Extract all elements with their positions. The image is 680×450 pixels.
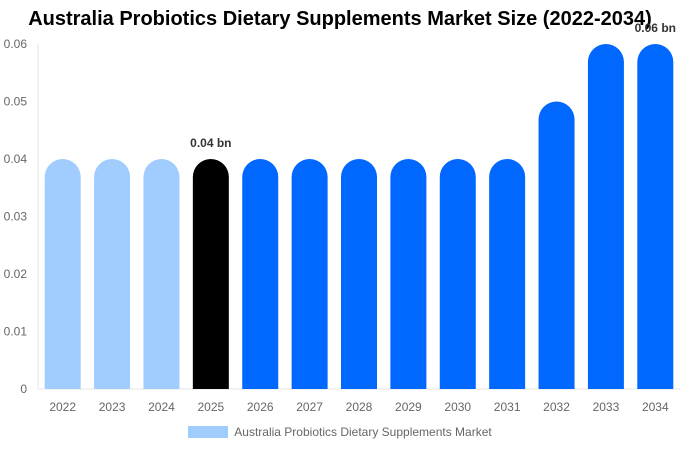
bar-2034[interactable] bbox=[637, 44, 674, 389]
x-tick-label: 2023 bbox=[99, 400, 126, 414]
y-tick-label: 0.04 bbox=[4, 152, 28, 166]
bar-2029[interactable] bbox=[390, 159, 427, 389]
y-tick-label: 0.03 bbox=[4, 210, 28, 224]
bar-2025[interactable] bbox=[192, 159, 229, 389]
bar-2033[interactable] bbox=[587, 44, 624, 389]
bar-2026[interactable] bbox=[242, 159, 279, 389]
x-tick-label: 2022 bbox=[49, 400, 76, 414]
legend-swatch bbox=[188, 426, 229, 438]
x-tick-label: 2030 bbox=[444, 400, 471, 414]
y-tick-label: 0.01 bbox=[4, 325, 28, 339]
y-tick-label: 0.06 bbox=[4, 37, 28, 51]
bar-2027[interactable] bbox=[291, 159, 328, 389]
bar-2022[interactable] bbox=[44, 159, 81, 389]
x-tick-label: 2029 bbox=[395, 400, 422, 414]
bar-2028[interactable] bbox=[341, 159, 377, 389]
y-axis: 0 0.01 0.02 0.03 0.04 0.05 0.06 bbox=[4, 37, 39, 396]
x-axis: 2022 2023 2024 2025 2026 2027 2028 2029 2030 2031… bbox=[38, 388, 680, 414]
x-tick-label: 2027 bbox=[296, 400, 323, 414]
bar-2031[interactable] bbox=[489, 158, 526, 389]
x-tick-label: 2034 bbox=[642, 400, 669, 414]
data-labels: 0.04 bn 0.06 bn bbox=[190, 21, 676, 150]
bar-2032[interactable] bbox=[538, 101, 575, 390]
data-label-2034: 0.06 bn bbox=[635, 21, 676, 35]
bar-2024[interactable] bbox=[143, 159, 180, 389]
bars bbox=[44, 44, 674, 390]
x-tick-label: 2033 bbox=[593, 400, 620, 414]
y-tick-label: 0.02 bbox=[4, 267, 28, 281]
bar-2023[interactable] bbox=[94, 159, 131, 389]
data-label-2025: 0.04 bn bbox=[190, 136, 231, 150]
x-tick-label: 2028 bbox=[346, 400, 373, 414]
bar-2030[interactable] bbox=[439, 159, 476, 389]
x-tick-label: 2025 bbox=[197, 400, 224, 414]
y-tick-label: 0.05 bbox=[4, 95, 28, 109]
chart-title: Australia Probiotics Dietary Supplements… bbox=[28, 8, 652, 30]
legend-label: Australia Probiotics Dietary Supplements… bbox=[234, 425, 492, 439]
y-tick-label: 0 bbox=[20, 382, 27, 396]
x-tick-label: 2031 bbox=[494, 400, 521, 414]
legend[interactable]: Australia Probiotics Dietary Supplements… bbox=[0, 425, 680, 439]
x-tick-label: 2032 bbox=[543, 400, 570, 414]
x-tick-label: 2026 bbox=[247, 400, 274, 414]
x-tick-label: 2024 bbox=[148, 400, 175, 414]
